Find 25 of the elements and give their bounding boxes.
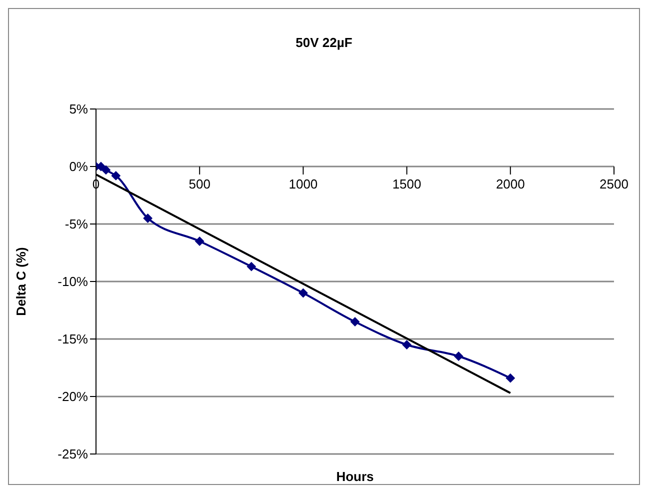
y-tick-label: -20% (58, 389, 88, 404)
y-tick-label: -25% (58, 446, 88, 462)
y-tick-label: -10% (58, 274, 88, 290)
x-axis-title: Hours (336, 469, 374, 484)
point (298, 288, 308, 298)
point (195, 236, 204, 246)
x-tick-label: 2000 (496, 176, 525, 192)
point (506, 374, 515, 383)
point (454, 352, 464, 361)
y-axis-title: Delta C (%) (14, 247, 29, 316)
x-tick-label: 1000 (288, 176, 318, 192)
chart-title: 50V 22µF (294, 35, 354, 50)
point (350, 317, 360, 326)
y-tick-label: -5% (64, 216, 88, 232)
x-tick-label: 1500 (392, 176, 422, 192)
y-tick-label: -15% (58, 332, 88, 347)
point (246, 262, 256, 272)
x-tick-label: 500 (188, 176, 210, 192)
point (111, 171, 120, 180)
y-tick-label: 5% (69, 102, 88, 117)
point (402, 340, 412, 350)
point (101, 165, 110, 174)
y-tick-label: 0% (69, 159, 88, 174)
x-tick-label: 2500 (600, 176, 628, 192)
point (143, 214, 152, 223)
